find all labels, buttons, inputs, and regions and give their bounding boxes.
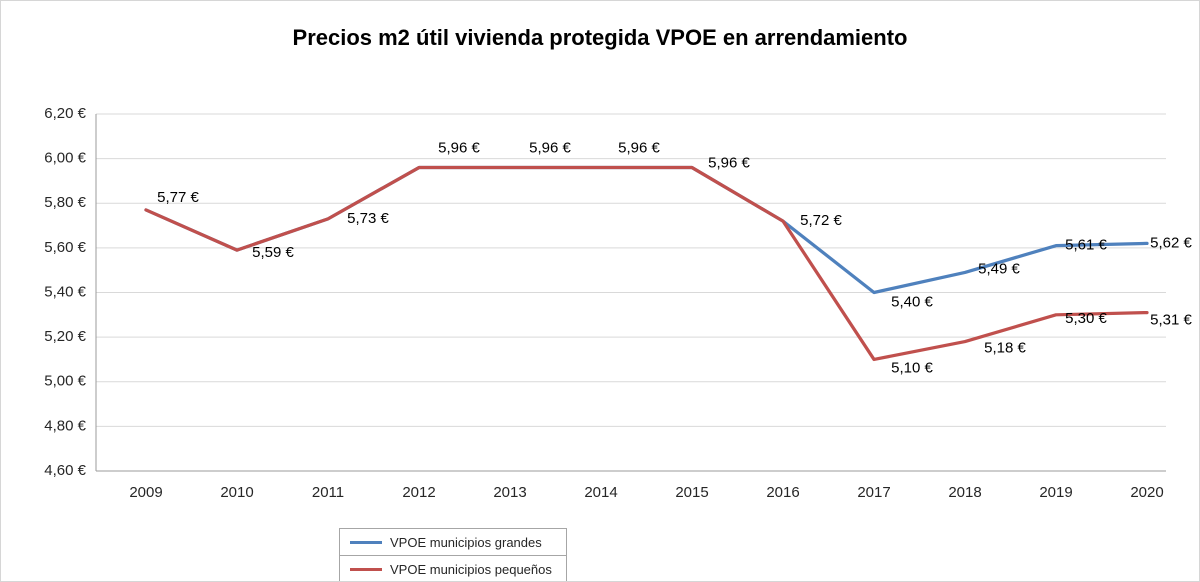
x-axis-tick-label: 2017 — [857, 484, 890, 501]
data-label: 5,96 € — [438, 140, 480, 157]
x-axis-tick-label: 2020 — [1130, 484, 1163, 501]
y-axis-tick-label: 5,00 € — [44, 373, 86, 390]
x-axis-tick-label: 2016 — [766, 484, 799, 501]
x-axis-tick-label: 2011 — [312, 484, 344, 501]
y-axis-tick-label: 6,20 € — [44, 105, 86, 122]
data-label: 5,72 € — [800, 212, 842, 229]
x-axis-tick-label: 2013 — [493, 484, 526, 501]
chart-title: Precios m2 útil vivienda protegida VPOE … — [292, 25, 908, 50]
x-axis-tick-label: 2018 — [948, 484, 981, 501]
data-label: 5,77 € — [157, 189, 199, 206]
legend-label-grandes: VPOE municipios grandes — [390, 534, 542, 550]
data-label: 5,30 € — [1065, 310, 1107, 327]
data-label: 5,18 € — [984, 340, 1026, 357]
data-label: 5,31 € — [1150, 312, 1192, 329]
y-axis-tick-label: 6,00 € — [44, 150, 86, 167]
y-axis-tick-label: 5,20 € — [44, 328, 86, 345]
y-axis-tick-label: 5,60 € — [44, 239, 86, 256]
y-axis-tick-label: 5,40 € — [44, 283, 86, 300]
data-label: 5,96 € — [708, 155, 750, 172]
x-axis-tick-label: 2010 — [220, 484, 253, 501]
data-label: 5,49 € — [978, 260, 1020, 277]
legend-line-sample-grandes — [350, 540, 382, 544]
legend-item-pequenos: VPOE municipios pequeños — [339, 555, 567, 581]
x-axis-tick-label: 2012 — [402, 484, 435, 501]
data-label: 5,61 € — [1065, 237, 1107, 254]
y-axis-tick-label: 5,80 € — [44, 194, 86, 211]
data-label: 5,10 € — [891, 359, 933, 376]
data-label: 5,96 € — [618, 140, 660, 157]
x-axis-tick-label: 2019 — [1039, 484, 1072, 501]
data-label: 5,62 € — [1150, 234, 1192, 251]
legend-label-pequenos: VPOE municipios pequeños — [390, 561, 552, 577]
data-label: 5,40 € — [891, 293, 933, 310]
data-label: 5,96 € — [529, 140, 571, 157]
x-axis-tick-label: 2015 — [675, 484, 708, 501]
y-axis-tick-label: 4,60 € — [44, 462, 86, 479]
legend-line-sample-pequenos — [350, 567, 382, 571]
x-axis-tick-label: 2014 — [584, 484, 617, 501]
x-axis-tick-label: 2009 — [129, 484, 162, 501]
y-axis-tick-label: 4,80 € — [44, 417, 86, 434]
legend-item-grandes: VPOE municipios grandes — [339, 528, 567, 556]
data-label: 5,73 € — [347, 210, 389, 227]
legend: VPOE municipios grandes VPOE municipios … — [339, 528, 567, 581]
data-label: 5,59 € — [252, 244, 294, 261]
series-line-1 — [144, 165, 1149, 362]
